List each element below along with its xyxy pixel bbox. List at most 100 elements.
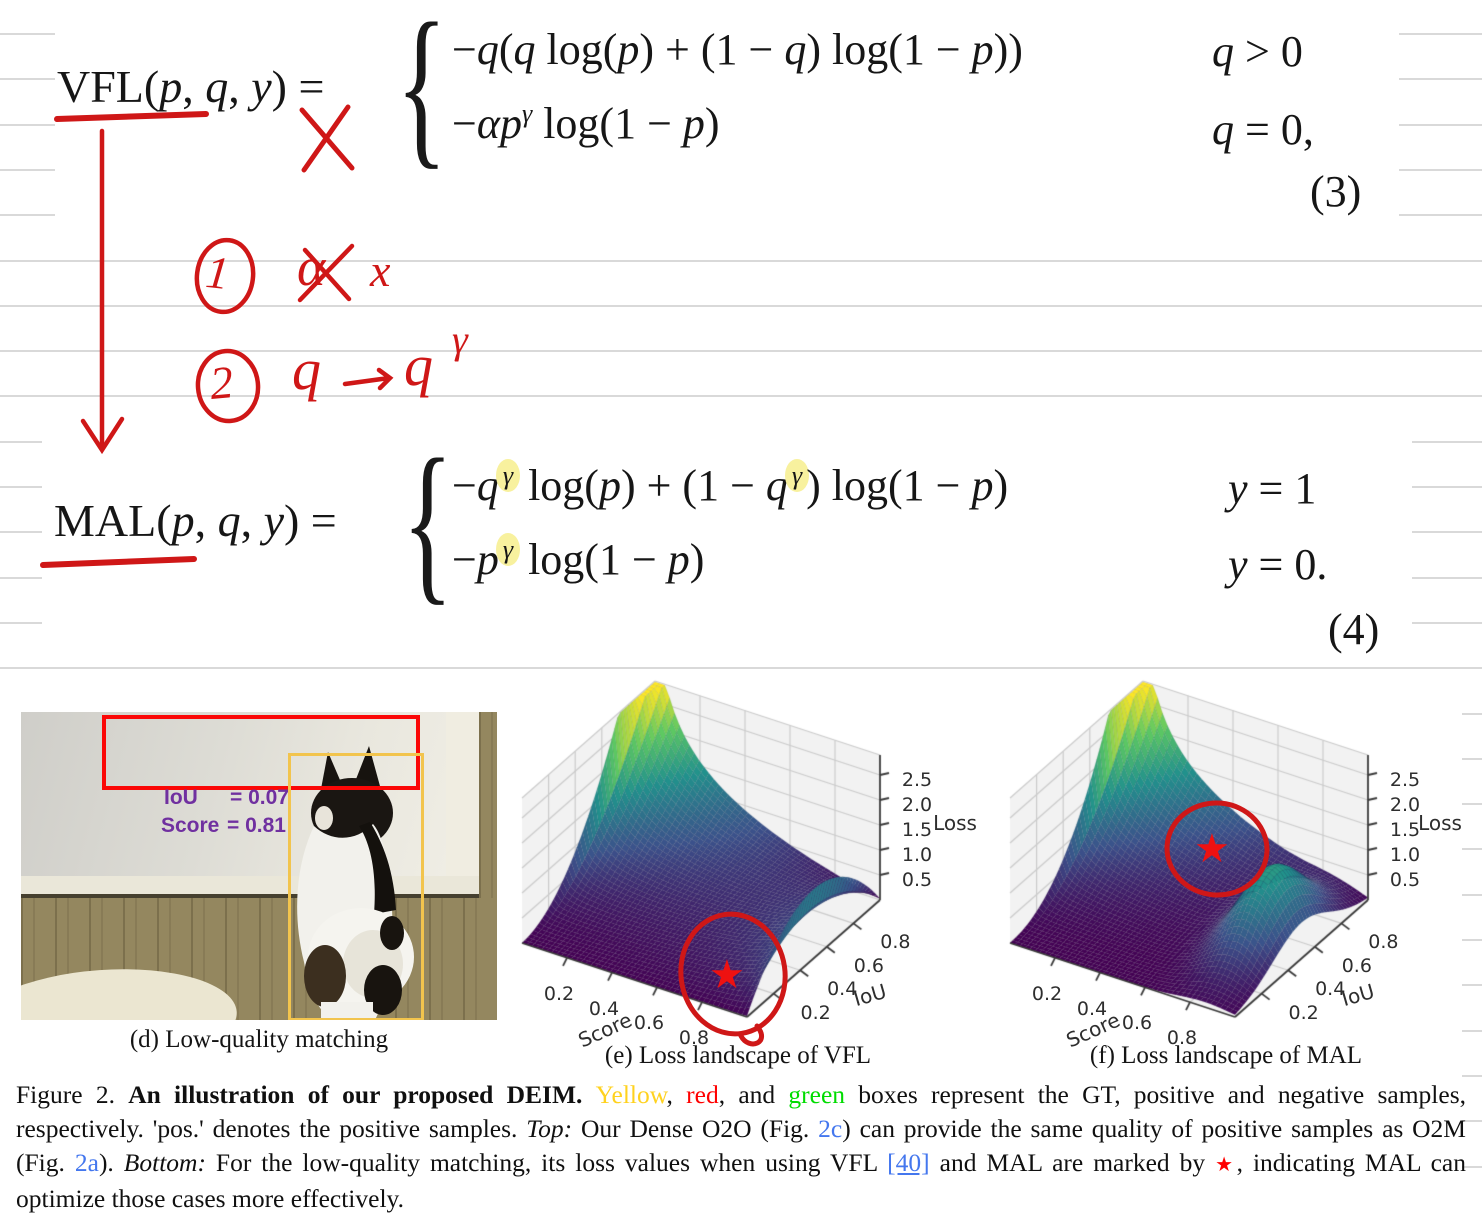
eq4-case2: −p γ log(1 − p): [452, 533, 705, 585]
eq3-brace: {: [396, 0, 448, 184]
caption-text-run: green: [788, 1080, 846, 1109]
eq4-number: (4): [1328, 605, 1380, 654]
eq3-case1: −q(q log(p) + (1 − q) log(1 − p)): [452, 24, 1023, 75]
figure-d-photo: IoU = 0.07 Score = 0.81: [21, 712, 497, 1020]
math-run: −: [452, 461, 477, 510]
caption-text-run: , and: [718, 1080, 789, 1109]
math-run: q: [476, 461, 499, 510]
math-run: q: [217, 495, 241, 546]
eq4-condition2: y = 0.: [1228, 539, 1327, 590]
caption-text-run: ).: [98, 1148, 124, 1177]
dog-illustration: [297, 746, 414, 1020]
caption-text-run: , indicating MAL can optimize those case…: [16, 1148, 1466, 1213]
math-run: p: [598, 461, 621, 510]
eq3-number: (3): [1310, 167, 1362, 216]
iou-metric: IoU = 0.07: [164, 786, 289, 810]
math-run: y: [251, 61, 272, 112]
math-run: ) + (1 −: [639, 25, 785, 74]
eq3-condition2: q = 0,: [1212, 104, 1314, 155]
e-zaxis-title: Loss: [933, 811, 977, 835]
caption-e: (e) Loss landscape of VFL: [604, 1042, 872, 1069]
math-run: )): [993, 25, 1023, 74]
math-run: q: [784, 25, 807, 74]
caption-text-run: Figure 2.: [16, 1080, 129, 1109]
mal-loss-surface-plot: [975, 676, 1477, 1048]
math-run: p: [499, 99, 522, 148]
iou-value: = 0.07: [230, 786, 289, 809]
f-zaxis-title: Loss: [1418, 811, 1462, 835]
caption-text-run: ★: [1215, 1154, 1237, 1176]
caption-text-run: For the low-quality matching, its loss v…: [205, 1148, 888, 1177]
math-run: ) log(1 −: [806, 461, 972, 510]
math-run: (: [143, 61, 160, 112]
math-run: −: [452, 535, 477, 584]
equation4-sheet: [42, 408, 1412, 664]
caption-text-run: Yellow: [595, 1080, 667, 1109]
math-run: ) =: [271, 61, 325, 112]
score-value: = 0.81: [227, 814, 286, 837]
math-run: ,: [240, 495, 264, 546]
caption-text-run: An illustration of our proposed DEIM.: [128, 1080, 596, 1109]
dog: [297, 746, 414, 1020]
math-run: log(1 −: [517, 535, 668, 584]
math-run: (: [156, 495, 172, 546]
math-run: ): [704, 99, 720, 148]
caption-text-run: boxes represent the GT, positive and neg…: [16, 1080, 1467, 1143]
caption-text-run: Bottom:: [123, 1148, 206, 1177]
math-run: q: [1212, 27, 1234, 76]
vfl-loss-surface-plot: [487, 676, 989, 1048]
math-run: −: [452, 99, 477, 148]
math-run: = 0.: [1247, 540, 1328, 589]
math-run: ): [993, 461, 1009, 510]
math-run: q: [765, 461, 788, 510]
math-run: log(: [517, 461, 599, 510]
math-run: p: [971, 461, 994, 510]
math-run: q: [513, 25, 536, 74]
ruled-line: [0, 395, 1482, 398]
eq4-case1: −q γ log(p) + (1 − q γ) log(1 − p): [452, 459, 1009, 511]
math-run: ): [689, 535, 705, 584]
ruled-line: [0, 304, 1482, 307]
caption-text-run: ,: [666, 1080, 687, 1109]
math-run: ,: [228, 61, 252, 112]
ruled-line: [0, 667, 1482, 670]
math-run: y: [1228, 540, 1248, 589]
math-run: (: [498, 25, 514, 74]
math-run: ) log(1 −: [806, 25, 972, 74]
caption-link[interactable]: 2c: [818, 1114, 843, 1143]
eq3-case2: −αpγ log(1 − p): [452, 98, 720, 149]
caption-f: (f) Loss landscape of MAL: [1089, 1042, 1363, 1069]
iou-label: IoU: [164, 786, 198, 809]
math-run: p: [171, 495, 195, 546]
window-frame: [446, 712, 479, 876]
figure-2-caption: Figure 2. An illustration of our propose…: [16, 1078, 1466, 1216]
caption-text-run: ) can provide the same quality of positi…: [16, 1114, 1466, 1177]
math-run: = 1: [1247, 464, 1317, 513]
positive-sample-box-red: [102, 715, 420, 790]
math-run: α: [476, 99, 500, 148]
math-run: p: [476, 535, 499, 584]
math-run: γ: [495, 533, 521, 566]
math-run: = 0,: [1234, 105, 1314, 154]
eq4-brace: {: [402, 422, 454, 620]
caption-link[interactable]: [40]: [887, 1148, 930, 1177]
score-label: Score: [161, 814, 220, 837]
eq4-condition1: y = 1: [1228, 463, 1316, 514]
math-run: VFL: [57, 61, 144, 112]
math-run: p: [159, 61, 183, 112]
math-run: q: [1212, 105, 1234, 154]
equation3-sheet: [55, 4, 1399, 244]
math-run: q: [205, 61, 229, 112]
math-run: log(1 −: [532, 99, 683, 148]
math-run: ,: [194, 495, 218, 546]
math-run: q: [476, 25, 499, 74]
eq3-condition1: q > 0: [1212, 26, 1303, 77]
math-run: γ: [784, 459, 810, 492]
math-run: y: [263, 495, 284, 546]
math-run: log(: [535, 25, 618, 74]
caption-link[interactable]: 2a: [74, 1148, 99, 1177]
math-run: MAL: [54, 495, 157, 546]
math-run: p: [971, 25, 994, 74]
math-run: ,: [182, 61, 206, 112]
